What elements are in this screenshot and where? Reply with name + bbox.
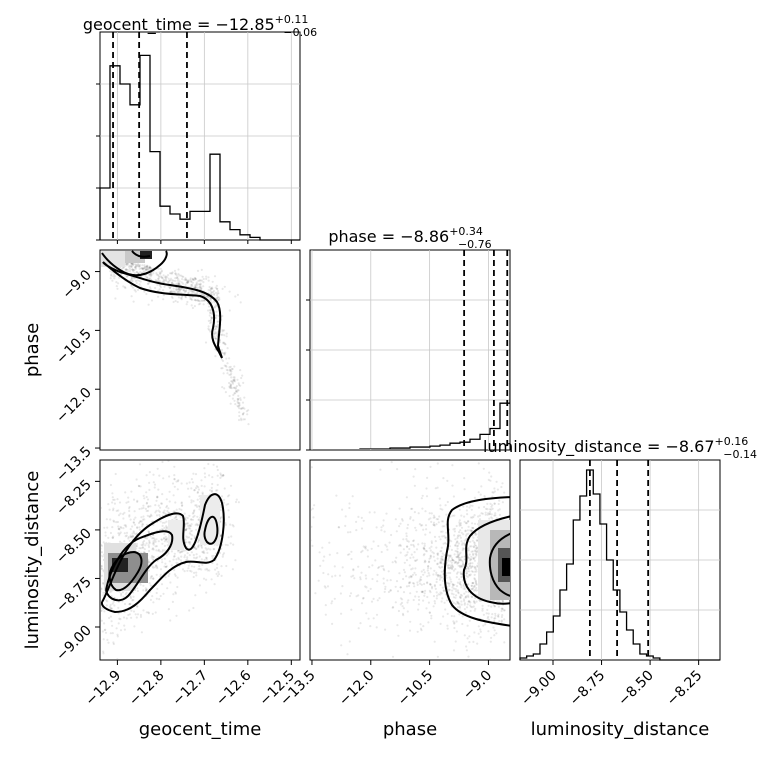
x-tick-label: −9.0 — [460, 668, 495, 703]
histogram-geocent-time — [99, 54, 300, 241]
contour-inner — [101, 250, 168, 277]
x-tick-label: −12.8 — [126, 668, 168, 710]
density-fill — [478, 520, 510, 600]
x-axis-label-geocent-time: geocent_time — [139, 719, 262, 740]
y-tick-label: −9.00 — [53, 623, 95, 665]
x-tick-label: −12.9 — [83, 668, 125, 710]
x-tick-label: −9.00 — [518, 668, 560, 710]
quantile-lines — [112, 32, 292, 244]
y-ticks-luminosity-distance: −9.00 −8.75 −8.50 −8.25 — [53, 477, 100, 664]
panel-ld-vs-geocent: −9.00 −8.75 −8.50 −8.25 −12.9 −12.8 −12.7 −12.… — [53, 459, 301, 710]
y-tick-label: −8.50 — [53, 525, 95, 567]
x-tick-label: −12.0 — [336, 668, 378, 710]
x-tick-label: −12.7 — [170, 668, 212, 710]
histogram-luminosity-distance — [519, 469, 720, 661]
quantile-lines — [589, 460, 650, 660]
y-ticks — [96, 83, 100, 241]
quantile-lines — [463, 250, 509, 450]
panel-phase-hist — [306, 249, 511, 451]
scatter-samples — [311, 460, 507, 659]
title-luminosity-distance: luminosity_distance = −8.67+0.16 −0.14 — [483, 435, 757, 461]
x-tick-label: −10.5 — [395, 668, 437, 710]
contour-inner — [488, 532, 510, 597]
y-tick-label: −10.5 — [53, 326, 95, 368]
panel-frame — [99, 459, 301, 661]
y-ticks-phase: −13.5 −12.0 −10.5 −9.0 — [53, 267, 100, 485]
density-fill — [101, 251, 152, 267]
x-ticks-luminosity-distance: −9.00 −8.75 −8.50 −8.25 — [518, 660, 705, 709]
panel-ld-vs-phase: −13.5 −12.0 −10.5 −9.0 — [277, 459, 511, 709]
x-ticks-phase: −13.5 −12.0 −10.5 −9.0 — [277, 660, 495, 709]
x-tick-label: −8.75 — [567, 668, 609, 710]
panel-frame — [99, 249, 301, 451]
title-geocent-time: geocent_time = −12.85+0.11 −0.06 — [83, 13, 317, 39]
x-tick-label: −8.25 — [664, 668, 706, 710]
x-axis-label-phase: phase — [383, 719, 437, 740]
y-tick-label: −13.5 — [53, 444, 95, 486]
x-tick-label: −8.50 — [615, 668, 657, 710]
x-axis-label-luminosity-distance: luminosity_distance — [531, 719, 710, 740]
x-ticks-geocent-time: −12.9 −12.8 −12.7 −12.6 −12.5 — [83, 660, 298, 710]
scatter-samples — [109, 255, 250, 426]
y-ticks — [306, 299, 310, 451]
grid-lines — [310, 250, 510, 450]
y-tick-label: −12.0 — [53, 385, 95, 427]
panel-geocent-time-hist — [96, 31, 301, 244]
contour-mid — [105, 515, 219, 602]
grid-lines — [520, 460, 720, 660]
contour-outer — [443, 496, 510, 627]
contour-inner — [108, 550, 143, 592]
title-phase: phase = −8.86+0.34 −0.76 — [328, 225, 491, 251]
y-axis-label-luminosity-distance: luminosity_distance — [22, 471, 43, 650]
panel-ld-hist: −9.00 −8.75 −8.50 −8.25 — [518, 459, 721, 709]
y-tick-label: −8.75 — [53, 574, 95, 616]
contour-outer — [102, 261, 223, 359]
panel-phase-vs-geocent: −13.5 −12.0 −10.5 −9.0 — [53, 249, 301, 485]
y-tick-label: −8.25 — [53, 477, 95, 519]
y-tick-label: −9.0 — [59, 267, 94, 302]
grid-lines — [100, 32, 300, 240]
contour-mid — [462, 515, 510, 605]
contour-outer — [101, 493, 225, 614]
histogram-phase — [359, 332, 510, 449]
y-axis-label-phase: phase — [22, 323, 43, 377]
x-tick-label: −12.6 — [213, 667, 255, 709]
